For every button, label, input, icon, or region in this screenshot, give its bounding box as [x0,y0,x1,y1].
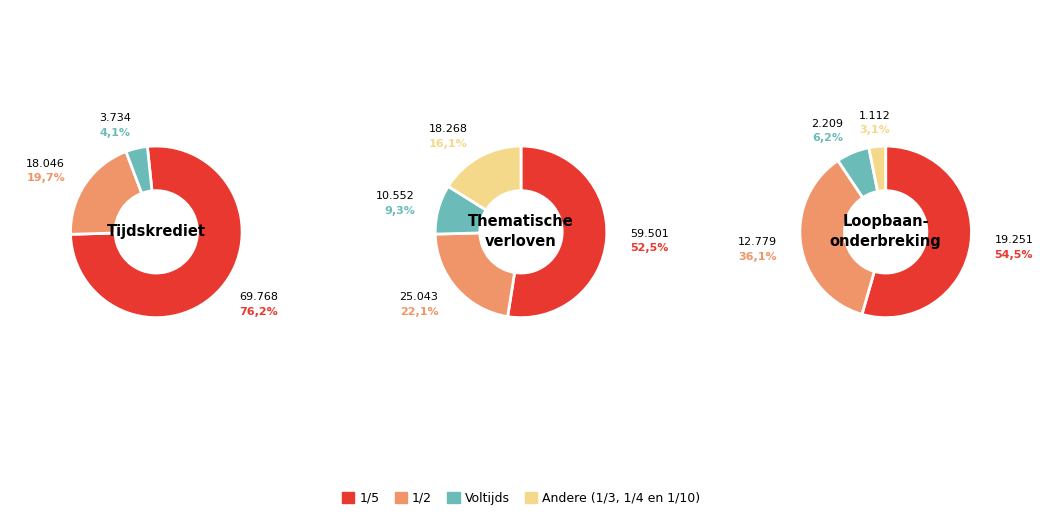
Text: 59.501: 59.501 [630,229,669,239]
Wedge shape [507,146,606,318]
Text: 69.768: 69.768 [239,292,278,302]
Text: 54,5%: 54,5% [994,250,1033,260]
Text: 16,1%: 16,1% [429,139,468,148]
Text: 18.046: 18.046 [26,159,65,169]
Wedge shape [448,146,521,210]
Wedge shape [800,160,874,314]
Wedge shape [436,187,486,234]
Text: Tijdskrediet: Tijdskrediet [106,225,206,239]
Text: 1.112: 1.112 [859,110,891,121]
Text: 25.043: 25.043 [399,292,439,303]
Text: Loopbaan-
onderbreking: Loopbaan- onderbreking [829,215,942,249]
Text: 12.779: 12.779 [738,237,777,247]
Legend: 1/5, 1/2, Voltijds, Andere (1/3, 1/4 en 1/10): 1/5, 1/2, Voltijds, Andere (1/3, 1/4 en … [337,487,705,510]
Text: 18.268: 18.268 [428,124,468,134]
Wedge shape [862,146,971,318]
Wedge shape [71,152,142,234]
Text: 4,1%: 4,1% [100,128,131,138]
Text: 19.251: 19.251 [994,235,1034,245]
Text: 3,1%: 3,1% [860,125,890,135]
Wedge shape [869,146,886,191]
Text: 6,2%: 6,2% [813,133,844,143]
Wedge shape [838,148,877,197]
Text: 76,2%: 76,2% [239,307,278,317]
Text: Thematische
verloven: Thematische verloven [468,215,574,249]
Text: 3.734: 3.734 [99,113,131,123]
Text: 36,1%: 36,1% [739,252,777,262]
Wedge shape [71,146,242,318]
Text: 52,5%: 52,5% [630,243,669,253]
Text: 19,7%: 19,7% [26,173,65,183]
Wedge shape [436,233,515,317]
Text: 2.209: 2.209 [812,119,844,129]
Wedge shape [126,146,152,193]
Text: 10.552: 10.552 [376,191,415,201]
Text: 22,1%: 22,1% [400,307,439,317]
Text: 9,3%: 9,3% [384,206,415,216]
